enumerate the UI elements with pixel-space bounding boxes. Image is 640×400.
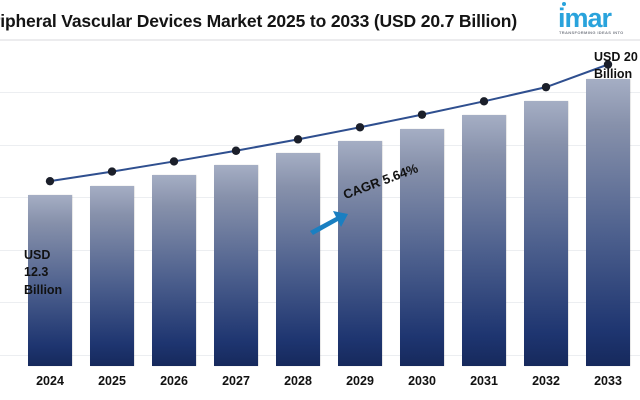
gridline bbox=[0, 250, 640, 251]
bar-2024[interactable] bbox=[28, 195, 72, 366]
trend-marker-2027[interactable] bbox=[231, 146, 241, 155]
gridline bbox=[0, 197, 640, 198]
trend-marker-2030[interactable] bbox=[417, 110, 427, 119]
x-tick-2031: 2031 bbox=[470, 374, 498, 388]
trend-marker-2025[interactable] bbox=[107, 167, 117, 176]
trend-marker-2033[interactable] bbox=[603, 60, 613, 69]
x-tick-2029: 2029 bbox=[346, 374, 374, 388]
callout-left-line2: 12.3 bbox=[24, 265, 49, 280]
trend-markers bbox=[45, 60, 613, 186]
page-title: eripheral Vascular Devices Market 2025 t… bbox=[0, 11, 518, 31]
callout-left: USD 12.3 Billion bbox=[24, 247, 62, 299]
callout-right-line1: USD 20 bbox=[594, 50, 638, 64]
gridline bbox=[0, 302, 640, 303]
trend-line-layer bbox=[45, 60, 613, 235]
gridline bbox=[0, 355, 640, 356]
bar-2028[interactable] bbox=[276, 153, 320, 366]
trend-line bbox=[49, 63, 609, 183]
x-tick-2027: 2027 bbox=[222, 374, 250, 388]
gridline bbox=[0, 92, 640, 93]
trend-marker-2031[interactable] bbox=[479, 97, 489, 106]
cagr-arrow-icon bbox=[310, 211, 348, 235]
x-tick-2028: 2028 bbox=[284, 374, 312, 388]
bar-2026[interactable] bbox=[152, 175, 196, 366]
x-axis: 2024 2025 2026 2027 2028 2029 2030 2031 … bbox=[0, 366, 640, 400]
trend-marker-2032[interactable] bbox=[541, 82, 551, 92]
bar-2029[interactable] bbox=[338, 141, 382, 366]
bar-2030[interactable] bbox=[400, 128, 444, 366]
callout-left-line3: Billion bbox=[24, 282, 63, 297]
imarc-logo: imar TRANSFORMING IDEAS INTO bbox=[558, 2, 640, 38]
x-tick-2024: 2024 bbox=[36, 374, 64, 388]
x-tick-2032: 2032 bbox=[532, 374, 560, 388]
bar-2032[interactable] bbox=[524, 101, 568, 366]
bar-2027[interactable] bbox=[214, 164, 258, 366]
x-tick-2030: 2030 bbox=[408, 374, 436, 388]
logo-dot-icon bbox=[562, 2, 566, 6]
bar-2031[interactable] bbox=[462, 115, 506, 366]
bar-2033[interactable] bbox=[586, 78, 630, 366]
gridline bbox=[0, 145, 640, 146]
callout-left-line1: USD bbox=[24, 248, 51, 262]
trend-marker-2026[interactable] bbox=[169, 157, 179, 166]
trend-marker-2029[interactable] bbox=[355, 123, 365, 132]
logo-tagline: TRANSFORMING IDEAS INTO bbox=[559, 30, 624, 35]
bar-2025[interactable] bbox=[90, 185, 134, 366]
logo-wordmark: imar bbox=[558, 3, 612, 33]
x-tick-2026: 2026 bbox=[160, 374, 188, 388]
trend-marker-2028[interactable] bbox=[293, 135, 303, 144]
x-tick-2025: 2025 bbox=[98, 374, 126, 388]
callout-right: USD 20 Billion bbox=[594, 49, 638, 84]
plot-area: USD 12.3 Billion USD 20 Billion CAGR 5.6… bbox=[0, 41, 640, 366]
chart-header: eripheral Vascular Devices Market 2025 t… bbox=[0, 0, 640, 41]
x-tick-2033: 2033 bbox=[594, 374, 622, 388]
trend-marker-2024[interactable] bbox=[45, 176, 55, 186]
callout-right-line2: Billion bbox=[594, 67, 633, 82]
